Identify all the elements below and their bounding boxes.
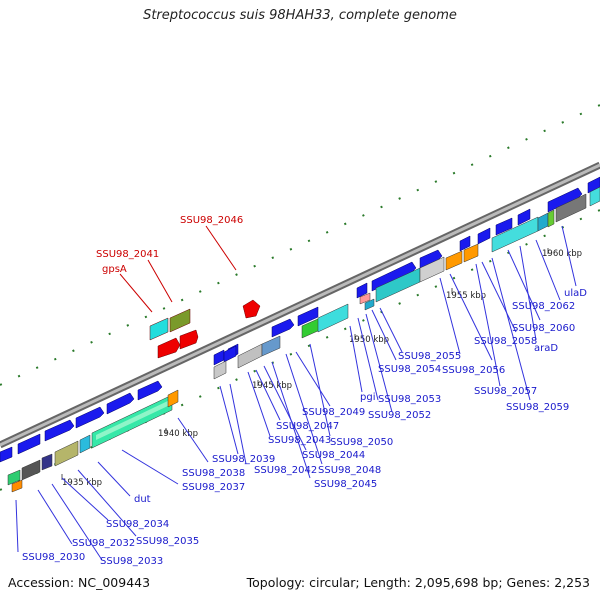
- gene-label: SSU98_2052: [368, 410, 431, 421]
- gene-label: dut: [134, 494, 151, 505]
- gene-label: SSU98_2045: [314, 479, 377, 490]
- gene-label: SSU98_2059: [506, 402, 569, 413]
- genome-backbone: [0, 161, 600, 449]
- accession-label: Accession: NC_009443: [8, 575, 151, 590]
- gene-label: SSU98_2034: [106, 519, 169, 530]
- map-title: Streptococcus suis 98HAH33, complete gen…: [143, 8, 457, 23]
- tick-label: 1940 kbp: [158, 429, 198, 439]
- rna-genes: [149, 299, 261, 359]
- gene-label: SSU98_2030: [22, 552, 85, 563]
- gene-labels: SSU98_2030 SSU98_2032 SSU98_2033 SSU98_2…: [22, 288, 587, 567]
- gene-label: SSU98_2043: [268, 435, 331, 446]
- gene-label: SSU98_2060: [512, 323, 575, 334]
- gene-label: SSU98_2041: [96, 249, 159, 260]
- gene-label: pgi: [360, 392, 375, 403]
- gene-label: gpsA: [102, 264, 127, 275]
- label-leaders-red: [119, 225, 237, 313]
- gene-labels-red: SSU98_2046 SSU98_2041 gpsA: [96, 215, 243, 275]
- gene-label: SSU98_2056: [442, 365, 505, 376]
- tick-label: 1935 kbp: [62, 478, 102, 488]
- gene-label: SSU98_2047: [276, 421, 339, 432]
- kbp-ticks: [61, 248, 549, 480]
- gene-label: SSU98_2035: [136, 536, 199, 547]
- gene-label: SSU98_2049: [302, 407, 365, 418]
- gene-label: SSU98_2048: [318, 465, 381, 476]
- forward-genes: [0, 176, 600, 463]
- gene-label: SSU98_2055: [398, 351, 461, 362]
- tick-label: 1945 kbp: [252, 381, 292, 391]
- gene-label: SSU98_2062: [512, 301, 575, 312]
- gene-label: SSU98_2044: [302, 450, 365, 461]
- gene-label: SSU98_2037: [182, 482, 245, 493]
- gene-label: SSU98_2032: [72, 538, 135, 549]
- tick-label: 1955 kbp: [446, 291, 486, 301]
- label-leaders: [15, 225, 577, 561]
- tick-label: 1960 kbp: [542, 249, 582, 259]
- gene-label: araD: [534, 343, 558, 354]
- gene-label: ulaD: [564, 288, 587, 299]
- gene-label: SSU98_2042: [254, 465, 317, 476]
- genome-summary: Topology: circular; Length: 2,095,698 bp…: [246, 575, 590, 590]
- gene-label: SSU98_2050: [330, 437, 393, 448]
- kbp-labels: 1935 kbp 1940 kbp 1945 kbp 1950 kbp 1955…: [62, 249, 582, 488]
- gene-label: SSU98_2057: [474, 386, 537, 397]
- gene-label: SSU98_2039: [212, 454, 275, 465]
- gene-label: SSU98_2033: [100, 556, 163, 567]
- colored-genes: [7, 186, 600, 493]
- tick-label: 1950 kbp: [349, 335, 389, 345]
- gene-label: SSU98_2054: [378, 364, 441, 375]
- gene-label: SSU98_2046: [180, 215, 243, 226]
- gene-label: SSU98_2053: [378, 394, 441, 405]
- gene-label: SSU98_2058: [474, 336, 537, 347]
- gene-label: SSU98_2038: [182, 468, 245, 479]
